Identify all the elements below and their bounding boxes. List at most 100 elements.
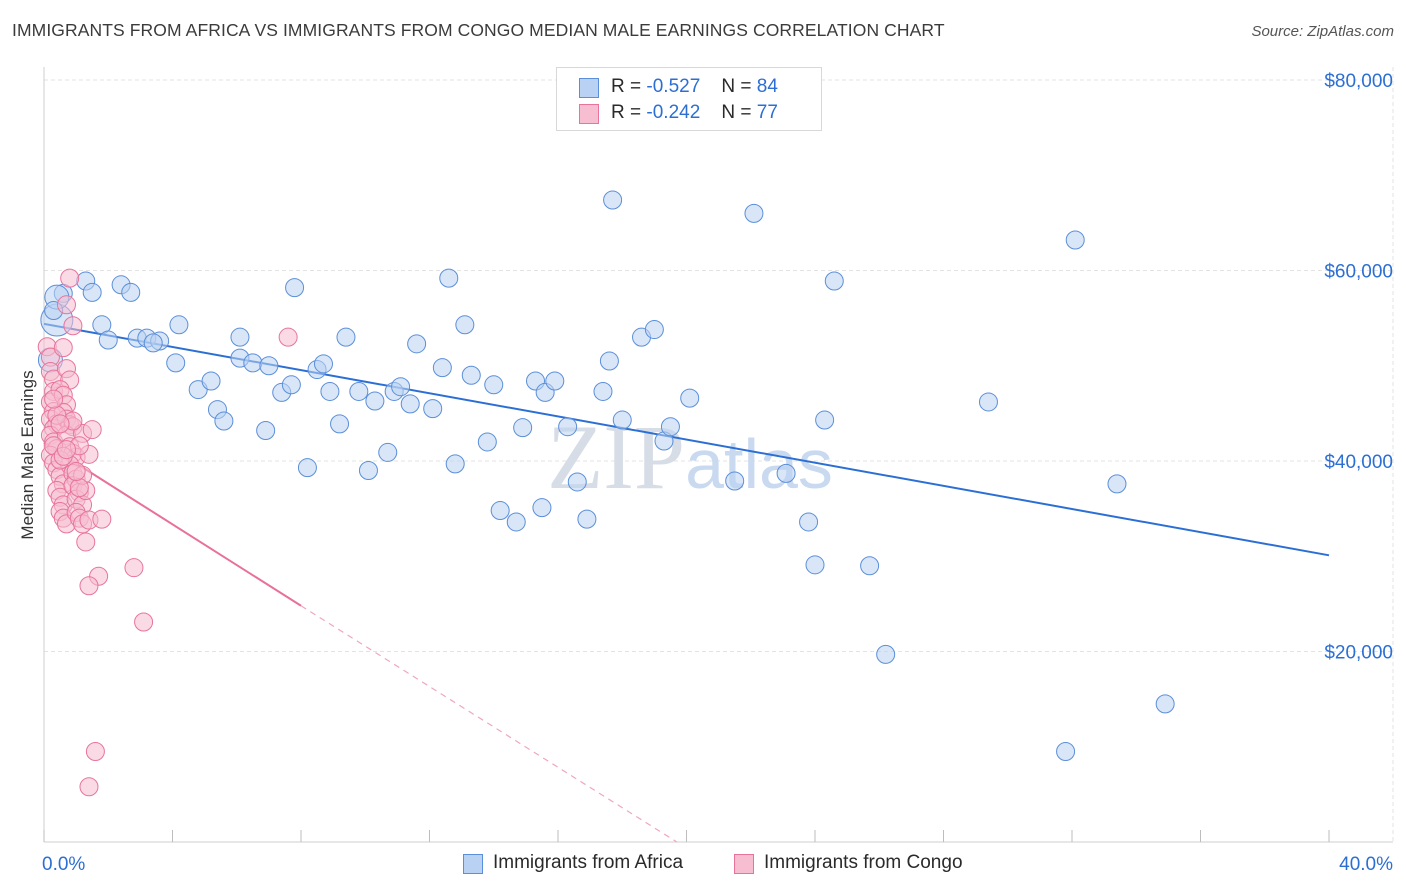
africa-point — [876, 644, 896, 664]
africa-point — [400, 394, 420, 414]
congo-point — [278, 327, 298, 347]
africa-point — [1107, 474, 1127, 494]
congo-point — [63, 316, 83, 336]
africa-point — [455, 315, 475, 335]
tick-labels: $20,000 $40,000 $60,000 $80,000 0.0% 40.0% — [42, 71, 1393, 875]
africa-point — [336, 327, 356, 347]
watermark-atlas: atlas — [685, 425, 833, 503]
africa-point — [799, 512, 819, 532]
africa-point — [445, 454, 465, 474]
correlation-legend: R = -0.527 N = 84 R = -0.242 N = 77 — [556, 67, 822, 131]
source-label: Source: ZipAtlas.com — [1251, 23, 1394, 40]
africa-point — [1056, 742, 1076, 762]
congo-point — [79, 777, 99, 797]
africa-point — [558, 417, 578, 437]
congo-point — [76, 532, 96, 552]
africa-point — [214, 411, 234, 431]
y-tick-label: $20,000 — [1324, 643, 1393, 664]
africa-point — [513, 418, 533, 438]
africa-point — [805, 555, 825, 575]
congo-n-label: N = — [721, 102, 752, 123]
congo-point — [66, 461, 86, 481]
congo-point — [53, 338, 73, 358]
congo-n-value: 77 — [756, 102, 778, 123]
africa-point — [256, 421, 276, 441]
africa-point — [644, 320, 664, 340]
chart-title: IMMIGRANTS FROM AFRICA VS IMMIGRANTS FRO… — [12, 20, 945, 40]
africa-legend-label: Immigrants from Africa — [493, 852, 684, 873]
africa-point — [243, 353, 263, 373]
africa-point — [259, 356, 279, 376]
x-tick-label: 0.0% — [42, 854, 85, 875]
africa-point — [567, 472, 587, 492]
africa-point — [593, 381, 613, 401]
africa-point — [744, 203, 764, 223]
congo-swatch — [579, 104, 599, 124]
africa-point — [330, 414, 350, 434]
africa-point — [297, 458, 317, 478]
africa-point — [313, 354, 333, 374]
congo-point — [134, 612, 154, 632]
africa-point — [166, 353, 186, 373]
africa-point — [824, 271, 844, 291]
congo-point — [85, 742, 105, 762]
africa-swatch — [579, 78, 599, 98]
congo-point — [92, 509, 112, 529]
congo-r-value: -0.242 — [646, 102, 701, 123]
africa-n-label: N = — [721, 76, 752, 97]
congo-point — [124, 558, 144, 578]
africa-legend-swatch — [463, 854, 483, 874]
africa-point — [407, 334, 427, 354]
africa-r-label: R = — [611, 76, 642, 97]
congo-point — [44, 389, 64, 409]
africa-point — [1155, 694, 1175, 714]
africa-point — [285, 278, 305, 298]
africa-point — [365, 391, 385, 411]
africa-point — [98, 330, 118, 350]
africa-point — [545, 371, 565, 391]
africa-point — [725, 471, 745, 491]
africa-point — [484, 375, 504, 395]
x-tick-label: 40.0% — [1339, 854, 1393, 875]
africa-point — [532, 498, 552, 518]
congo-trend-extension — [300, 605, 678, 843]
africa-point — [477, 432, 497, 452]
africa-point — [660, 417, 680, 437]
africa-point — [577, 509, 597, 529]
africa-point — [358, 461, 378, 481]
congo-point — [50, 414, 70, 434]
africa-point — [680, 388, 700, 408]
y-tick-label: $80,000 — [1324, 71, 1393, 92]
congo-point — [60, 268, 80, 288]
africa-r-value: -0.527 — [646, 76, 701, 97]
africa-point — [506, 512, 526, 532]
congo-point — [56, 295, 76, 315]
africa-point — [349, 381, 369, 401]
africa-point — [432, 358, 452, 378]
africa-point — [439, 268, 459, 288]
africa-point — [391, 377, 411, 397]
congo-r-label: R = — [611, 102, 642, 123]
africa-point — [461, 365, 481, 385]
africa-point — [230, 327, 250, 347]
africa-point — [603, 190, 623, 210]
congo-point — [79, 576, 99, 596]
y-tick-label: $60,000 — [1324, 262, 1393, 283]
africa-point — [281, 375, 301, 395]
africa-point — [169, 315, 189, 335]
africa-n-value: 84 — [756, 76, 778, 97]
africa-point — [82, 282, 102, 302]
africa-point — [776, 463, 796, 483]
y-tick-label: $40,000 — [1324, 452, 1393, 473]
data-points — [37, 190, 1175, 797]
congo-point — [56, 440, 76, 460]
africa-point — [978, 392, 998, 412]
congo-point — [82, 420, 102, 440]
congo-legend-label: Immigrants from Congo — [764, 852, 963, 873]
africa-point — [320, 381, 340, 401]
africa-point — [201, 371, 221, 391]
africa-point — [423, 399, 443, 419]
africa-point — [378, 442, 398, 462]
africa-point — [860, 556, 880, 576]
africa-point — [612, 410, 632, 430]
